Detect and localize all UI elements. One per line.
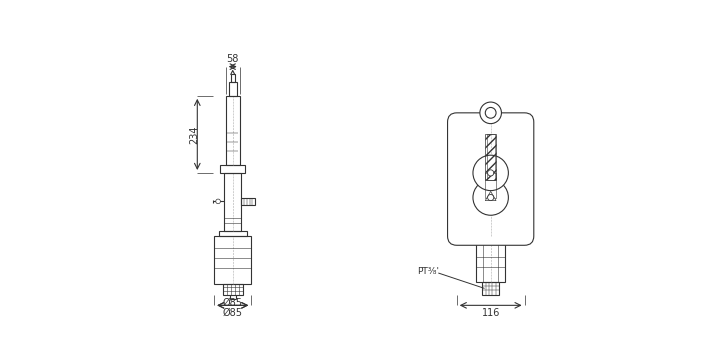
Circle shape [473,155,508,191]
Text: Ø85: Ø85 [223,308,243,318]
Bar [226,96,239,165]
Text: 234: 234 [189,125,199,144]
Text: Ø85: Ø85 [223,298,243,308]
Bar [480,236,501,242]
Circle shape [488,170,493,176]
Bar [485,134,496,180]
Bar [241,198,255,205]
Bar [229,82,236,96]
Circle shape [216,199,220,204]
Bar [487,134,494,180]
Bar [485,173,496,197]
Bar [482,282,499,295]
Polygon shape [485,191,496,201]
Bar [224,173,241,231]
Bar [231,74,234,82]
Circle shape [488,195,493,201]
Text: 58: 58 [227,54,239,64]
FancyBboxPatch shape [447,113,534,245]
Bar [219,231,246,236]
Bar [220,165,245,173]
Bar [476,242,506,282]
Circle shape [473,180,508,215]
Bar [215,236,251,284]
Circle shape [485,107,496,118]
Text: PT³⁄₈': PT³⁄₈' [417,267,439,276]
Bar [223,284,243,295]
Circle shape [480,102,501,124]
Bar [488,111,493,122]
Text: 116: 116 [481,308,500,318]
